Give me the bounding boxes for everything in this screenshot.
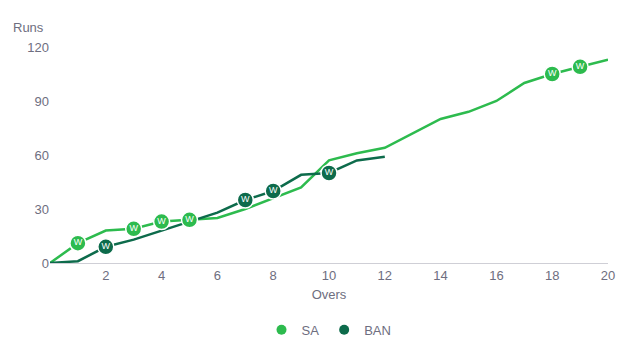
svg-text:SA: SA (302, 323, 320, 338)
svg-text:W: W (269, 185, 278, 195)
svg-text:10: 10 (322, 268, 336, 283)
svg-text:0: 0 (42, 256, 49, 271)
svg-text:Overs: Overs (312, 287, 347, 302)
svg-text:W: W (157, 216, 166, 226)
svg-text:BAN: BAN (364, 323, 391, 338)
svg-text:14: 14 (433, 268, 447, 283)
svg-text:12: 12 (378, 268, 392, 283)
svg-text:20: 20 (601, 268, 615, 283)
svg-text:8: 8 (270, 268, 277, 283)
svg-text:W: W (102, 241, 111, 251)
svg-text:W: W (74, 237, 83, 247)
svg-text:4: 4 (158, 268, 165, 283)
svg-text:18: 18 (545, 268, 559, 283)
svg-text:W: W (325, 167, 334, 177)
svg-text:W: W (576, 61, 585, 71)
svg-text:30: 30 (35, 202, 49, 217)
svg-text:6: 6 (214, 268, 221, 283)
svg-text:16: 16 (489, 268, 503, 283)
svg-text:W: W (185, 214, 194, 224)
svg-text:W: W (241, 194, 250, 204)
svg-text:Runs: Runs (13, 20, 44, 35)
svg-text:W: W (548, 68, 557, 78)
svg-text:120: 120 (27, 40, 49, 55)
svg-text:90: 90 (35, 94, 49, 109)
svg-text:2: 2 (102, 268, 109, 283)
svg-text:60: 60 (35, 148, 49, 163)
svg-text:W: W (129, 223, 138, 233)
